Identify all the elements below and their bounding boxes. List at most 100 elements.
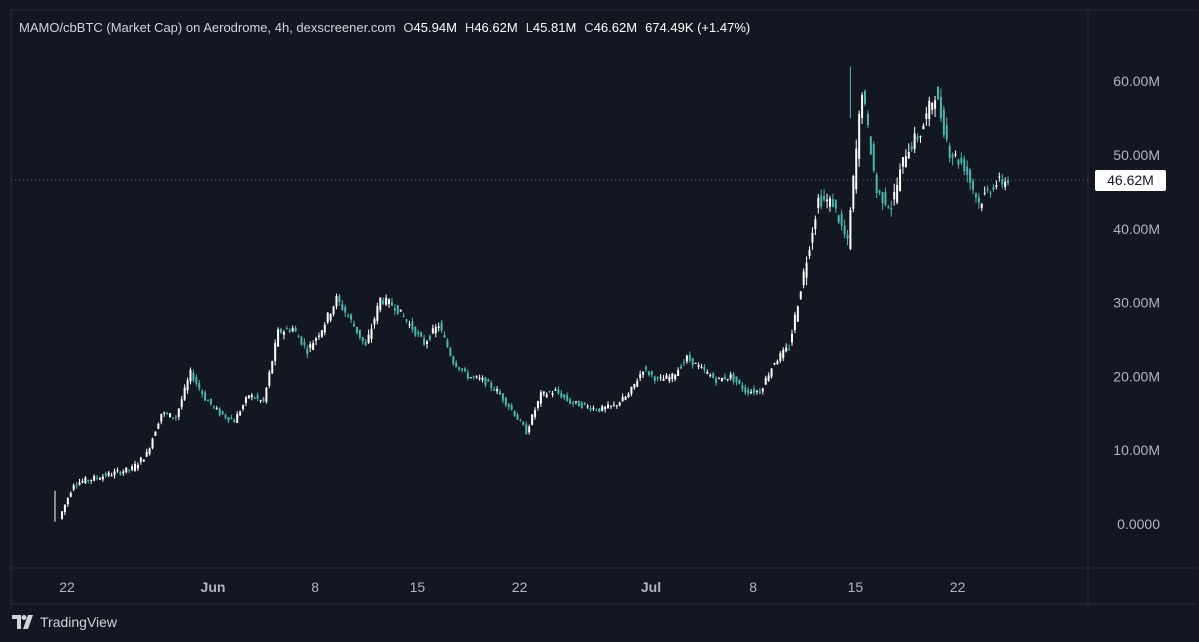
candle-body <box>195 376 198 384</box>
candle-body <box>96 477 99 479</box>
ohlc-high-value: 46.62M <box>474 20 518 35</box>
candle-body <box>332 306 335 315</box>
candle-body <box>361 336 364 342</box>
candle-body <box>128 469 131 471</box>
candle-body <box>758 391 761 394</box>
candle-body <box>209 398 212 405</box>
candle-body <box>93 475 96 481</box>
candle-body <box>271 361 274 374</box>
candle-body <box>572 402 574 404</box>
candle-body <box>452 356 455 364</box>
candle-body <box>566 395 569 401</box>
ohlc-low: L45.81M <box>526 20 577 35</box>
candle-body <box>726 378 729 380</box>
candle-body <box>899 169 902 191</box>
candle-body <box>802 271 805 286</box>
candle-body <box>831 199 834 208</box>
candle-body <box>574 401 577 403</box>
x-tick-label: 22 <box>512 579 528 595</box>
candles-group <box>54 66 1010 522</box>
candle-body <box>718 377 720 379</box>
candle-body <box>426 341 428 345</box>
tradingview-brand[interactable]: TradingView <box>12 614 117 630</box>
candle-body <box>169 413 172 418</box>
candle-body <box>455 362 458 367</box>
candle-body <box>469 377 472 379</box>
candle-body <box>84 477 87 484</box>
candle-body <box>163 412 166 414</box>
candle-body <box>954 153 957 156</box>
candle-body <box>72 485 75 490</box>
candle-body <box>814 219 817 230</box>
candle-body <box>323 324 326 333</box>
chart-title: MAMO/cbBTC (Market Cap) on Aerodrome, 4h… <box>19 20 396 35</box>
candle-body <box>189 369 192 382</box>
candle-body <box>385 297 388 305</box>
tradingview-brand-label: TradingView <box>40 614 118 630</box>
candle-body <box>665 375 668 379</box>
candle-body <box>869 136 872 155</box>
candle-body <box>122 471 125 474</box>
candle-body <box>645 366 647 370</box>
candle-body <box>939 96 942 119</box>
candle-body <box>866 113 869 126</box>
candle-body <box>642 371 645 375</box>
candle-body <box>393 308 396 311</box>
candle-body <box>277 329 280 347</box>
candle-body <box>501 393 504 401</box>
candle-body <box>694 363 697 365</box>
candle-body <box>674 374 677 380</box>
candle-body <box>516 414 519 420</box>
candle-body <box>773 363 776 365</box>
candle-body <box>166 412 169 414</box>
candle-body <box>799 291 802 299</box>
candle-body <box>980 203 983 208</box>
candle-body <box>212 406 215 408</box>
candle-body <box>525 424 528 435</box>
candle-body <box>399 309 402 312</box>
candle-body <box>174 416 177 418</box>
candle-body <box>297 336 300 338</box>
candle-body <box>461 368 464 371</box>
y-tick-label: 20.00M <box>1113 368 1160 384</box>
candle-body <box>405 319 408 322</box>
candle-body <box>472 376 475 378</box>
tradingview-logo-icon <box>12 615 33 629</box>
candle-body <box>706 372 709 374</box>
candle-body <box>776 360 779 365</box>
x-tick-label: Jul <box>641 579 661 595</box>
candle-body <box>303 342 306 345</box>
candle-body <box>659 377 662 379</box>
x-tick-label: 22 <box>950 579 966 595</box>
candle-body <box>843 225 846 235</box>
candle-body <box>966 166 969 175</box>
candle-body <box>656 378 659 380</box>
candle-body <box>864 90 866 104</box>
candle-body <box>87 480 90 482</box>
candle-body <box>548 391 551 393</box>
candle-body <box>531 414 534 425</box>
candle-body <box>233 419 236 423</box>
candle-body <box>837 215 840 223</box>
y-tick-label: 50.00M <box>1113 147 1160 163</box>
candle-body <box>417 332 420 334</box>
candle-body <box>1001 178 1004 185</box>
ohlc-close-value: 46.62M <box>593 20 638 35</box>
candle-body <box>849 209 852 249</box>
candle-body <box>934 100 937 109</box>
candle-body <box>855 148 858 190</box>
candle-body <box>142 459 145 462</box>
candle-body <box>604 406 607 410</box>
candle-body <box>344 306 347 313</box>
candle-body <box>428 335 431 340</box>
candle-body <box>937 86 939 100</box>
candle-body <box>192 373 195 381</box>
candle-body <box>592 407 595 409</box>
candle-body <box>347 315 350 317</box>
candle-body <box>910 146 913 150</box>
ohlc-high-label: H <box>464 20 475 35</box>
candle-body <box>960 157 963 164</box>
candle-body <box>446 339 449 348</box>
